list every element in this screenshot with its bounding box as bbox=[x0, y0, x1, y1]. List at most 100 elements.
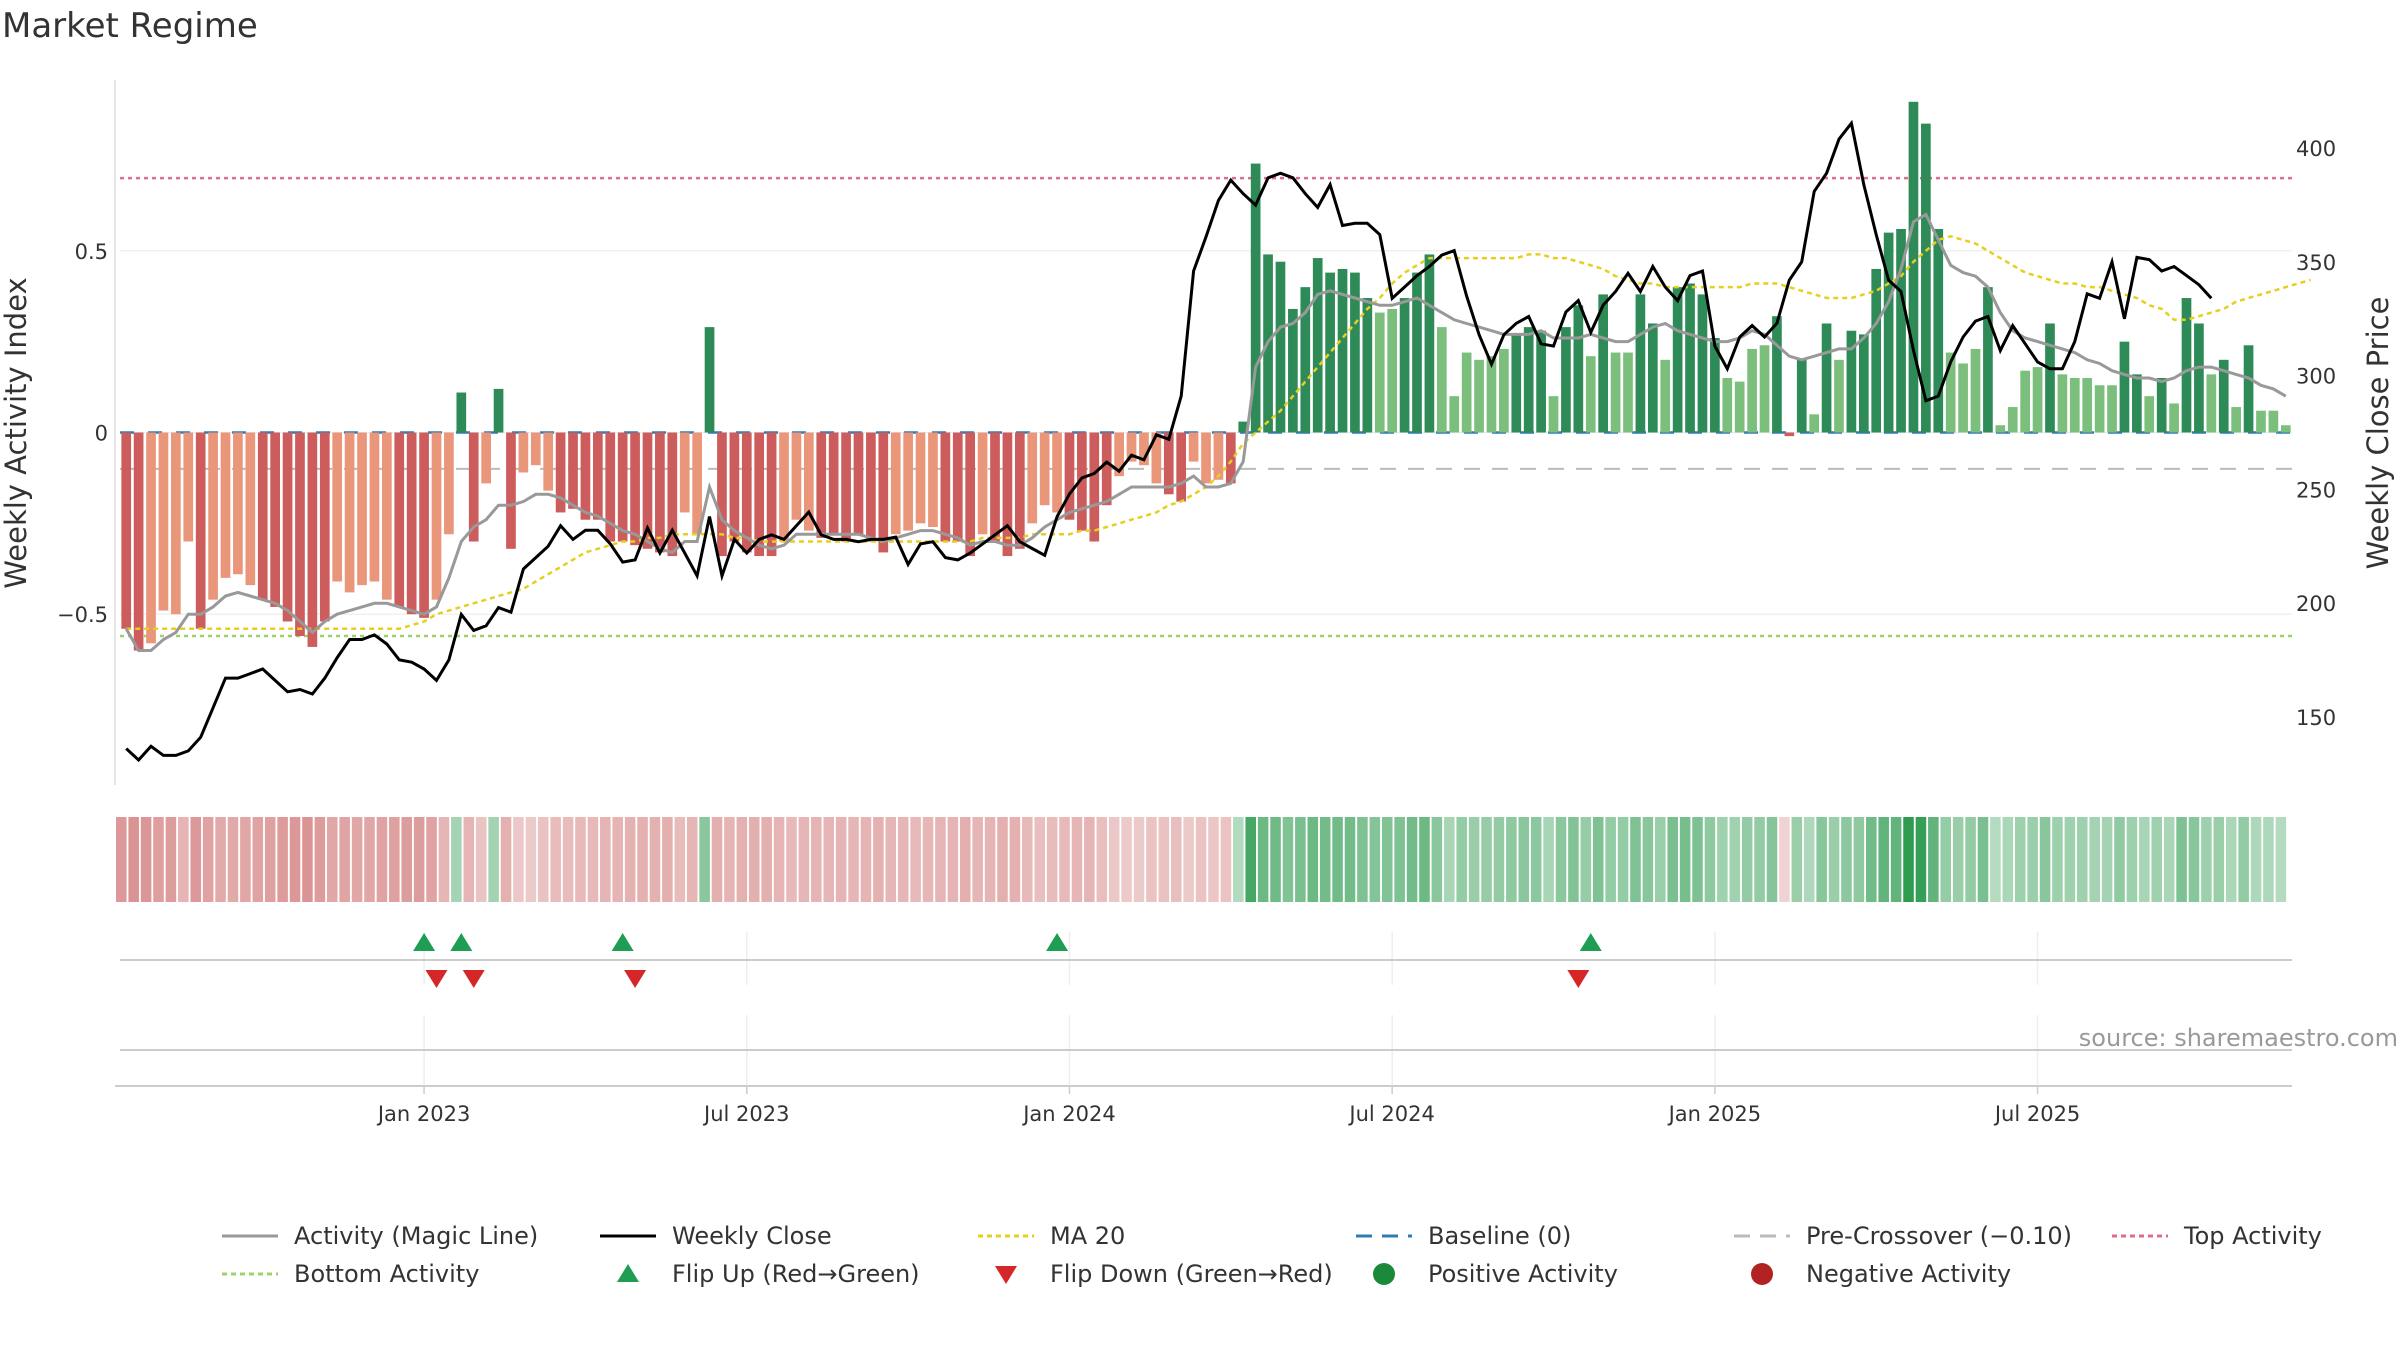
regime-cell bbox=[351, 817, 363, 902]
regime-cell bbox=[997, 817, 1008, 902]
regime-cell bbox=[475, 817, 487, 902]
activity-bar bbox=[369, 432, 380, 582]
activity-bar bbox=[1983, 287, 1993, 433]
activity-bar bbox=[928, 432, 938, 527]
left-tick-label: 0.5 bbox=[75, 240, 108, 264]
regime-cell bbox=[748, 817, 760, 902]
activity-bar bbox=[1288, 308, 1298, 433]
regime-cell bbox=[128, 817, 139, 902]
activity-bar bbox=[1151, 432, 1162, 484]
activity-bar bbox=[915, 432, 926, 524]
regime-cell bbox=[1630, 817, 1641, 902]
activity-bar bbox=[1672, 287, 1683, 433]
activity-bar bbox=[2181, 298, 2192, 433]
regime-cell bbox=[798, 817, 810, 902]
activity-bar bbox=[394, 432, 405, 607]
regime-cell bbox=[1605, 817, 1616, 902]
activity-bar bbox=[1089, 432, 1100, 542]
regime-cell bbox=[587, 817, 599, 902]
regime-cell bbox=[1617, 817, 1629, 902]
activity-bar bbox=[1201, 432, 1211, 484]
activity-bar bbox=[1834, 359, 1844, 433]
regime-cell bbox=[1245, 817, 1256, 902]
flip-up-marker bbox=[1046, 933, 1069, 951]
regime-cell bbox=[451, 817, 462, 902]
activity-bar bbox=[2206, 374, 2217, 433]
regime-cell bbox=[1220, 817, 1232, 902]
regime-cell bbox=[339, 817, 350, 902]
activity-bar bbox=[655, 432, 665, 553]
activity-bar bbox=[1101, 432, 1112, 506]
regime-cell bbox=[2225, 817, 2237, 902]
activity-bar bbox=[1623, 352, 1633, 433]
regime-cell bbox=[2014, 817, 2026, 902]
regime-cell bbox=[1332, 817, 1343, 902]
regime-strip bbox=[116, 817, 2287, 902]
regime-cell bbox=[2263, 817, 2274, 902]
activity-bar bbox=[1846, 330, 1857, 433]
regime-cell bbox=[637, 817, 648, 902]
right-tick-label: 150 bbox=[2296, 706, 2336, 730]
regime-cell bbox=[2139, 817, 2150, 902]
activity-bar bbox=[2243, 345, 2254, 433]
regime-cell bbox=[240, 817, 251, 902]
activity-bar bbox=[667, 432, 678, 557]
activity-bar bbox=[1188, 432, 1199, 462]
activity-bar bbox=[282, 432, 293, 622]
regime-cell bbox=[1419, 817, 1430, 902]
regime-cell bbox=[811, 817, 822, 902]
activity-bars bbox=[121, 101, 2291, 651]
activity-bar bbox=[2280, 425, 2291, 433]
regime-cell bbox=[302, 817, 313, 902]
activity-bar bbox=[1772, 316, 1782, 433]
activity-bar bbox=[555, 432, 566, 513]
activity-bar bbox=[1858, 334, 1869, 433]
regime-cell bbox=[1108, 817, 1120, 902]
left-tick-label: 0 bbox=[95, 422, 108, 446]
regime-cell bbox=[1754, 817, 1765, 902]
activity-bar bbox=[816, 432, 827, 538]
activity-bar bbox=[1300, 287, 1311, 433]
bottom-panel: Jan 2023 Jul 2023 Jan 2024 Jul 2024 Jan 2025… bbox=[115, 1015, 2292, 1126]
regime-cell bbox=[1481, 817, 1492, 902]
regime-cell bbox=[2126, 817, 2138, 902]
regime-cell bbox=[215, 817, 226, 902]
activity-bar bbox=[406, 432, 417, 615]
regime-cell bbox=[562, 817, 574, 902]
regime-cell bbox=[1803, 817, 1815, 902]
regime-cell bbox=[575, 817, 586, 902]
right-tick-label: 200 bbox=[2296, 592, 2336, 616]
activity-bar bbox=[1499, 348, 1509, 433]
regime-cell bbox=[600, 817, 611, 902]
regime-cell bbox=[1928, 817, 1939, 902]
flip-up-marker bbox=[1579, 933, 1602, 951]
regime-cell bbox=[1990, 817, 2001, 902]
legend-item: Baseline (0) bbox=[1356, 1222, 1571, 1250]
regime-cell bbox=[1642, 817, 1654, 902]
activity-bar bbox=[605, 432, 616, 542]
regime-cell bbox=[835, 817, 847, 902]
activity-bar bbox=[382, 432, 392, 600]
regime-cell bbox=[1009, 817, 1021, 902]
activity-bar bbox=[2020, 370, 2030, 433]
activity-bar bbox=[679, 432, 690, 513]
legend-item: Flip Up (Red→Green) bbox=[617, 1260, 920, 1288]
activity-bar bbox=[1995, 425, 2006, 433]
activity-bar bbox=[1374, 312, 1385, 433]
regime-cell bbox=[2027, 817, 2038, 902]
regime-cell bbox=[140, 817, 152, 902]
activity-bar bbox=[2144, 396, 2155, 433]
regime-cell bbox=[1866, 817, 1877, 902]
regime-cell bbox=[1692, 817, 1703, 902]
activity-bar bbox=[1933, 228, 1944, 433]
activity-bar bbox=[1399, 298, 1410, 433]
regime-cell bbox=[525, 817, 537, 902]
regime-cell bbox=[364, 817, 375, 902]
activity-bar bbox=[1958, 363, 1968, 433]
activity-bar bbox=[1176, 432, 1187, 502]
activity-bar bbox=[431, 432, 442, 600]
activity-bar bbox=[357, 432, 367, 586]
regime-cell bbox=[1779, 817, 1790, 902]
regime-cell bbox=[860, 817, 872, 902]
activity-bar bbox=[530, 432, 541, 466]
